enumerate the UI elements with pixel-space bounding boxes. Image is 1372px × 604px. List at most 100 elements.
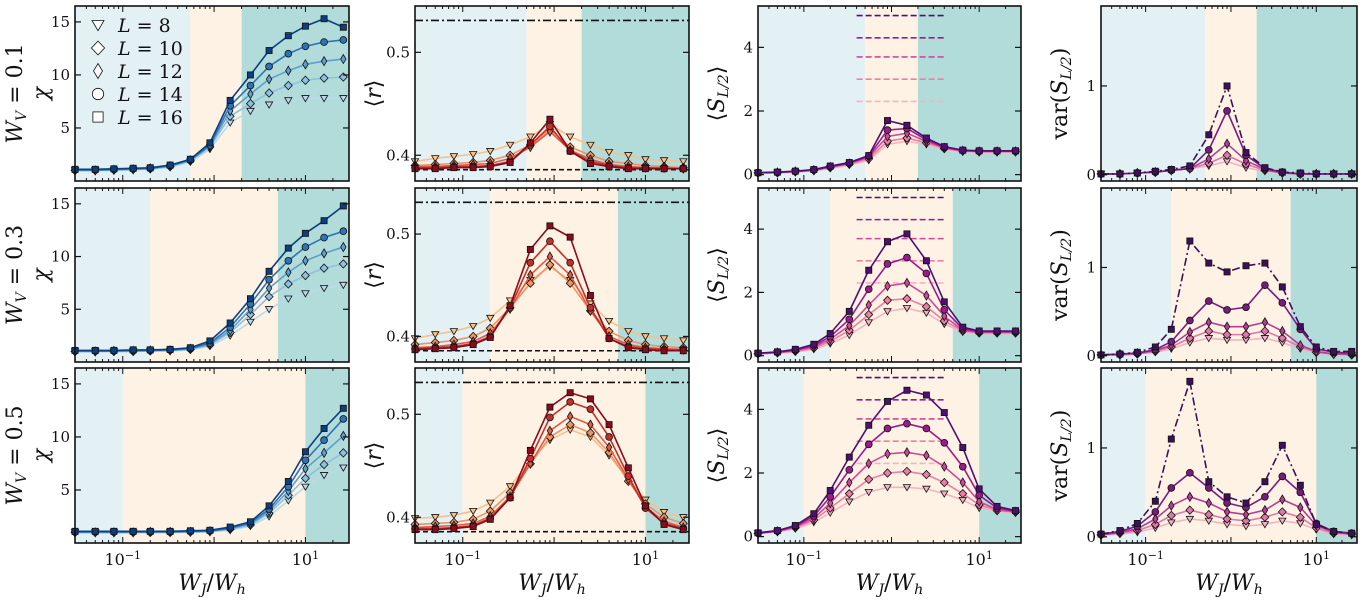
y-tick-label: 0 <box>743 347 753 365</box>
data-point <box>1261 281 1269 289</box>
data-point <box>340 430 347 442</box>
data-point <box>586 405 595 413</box>
data-point <box>1185 333 1195 343</box>
data-point <box>1204 146 1213 154</box>
data-point <box>921 301 931 312</box>
data-point <box>884 397 891 405</box>
data-point <box>941 461 948 472</box>
data-point <box>320 248 328 259</box>
data-point <box>339 415 348 423</box>
data-point <box>864 319 874 327</box>
data-point <box>659 157 669 165</box>
data-point <box>845 465 854 474</box>
x-tick-label: 101 <box>965 549 992 570</box>
legend-label: L = 10 <box>117 38 183 60</box>
data-point <box>959 146 967 154</box>
data-point <box>1204 297 1213 305</box>
legend-marker <box>91 87 105 101</box>
data-point <box>469 523 477 530</box>
region-right <box>617 188 689 362</box>
data-point <box>660 347 668 355</box>
data-point <box>586 395 594 403</box>
y-tick-label: 15 <box>51 195 70 213</box>
data-point <box>975 327 983 335</box>
legend-marker <box>91 20 105 32</box>
data-point <box>679 165 687 173</box>
data-point <box>1242 499 1250 507</box>
data-point <box>247 88 254 100</box>
data-point <box>903 230 911 238</box>
data-point <box>546 237 554 246</box>
data-point <box>320 436 328 444</box>
data-point <box>586 303 595 312</box>
y-tick-label: 5 <box>60 481 70 499</box>
data-point <box>845 453 853 461</box>
data-point <box>301 229 309 237</box>
data-point <box>865 299 872 311</box>
data-point <box>1261 316 1269 328</box>
y-tick-label: 0.5 <box>386 225 410 243</box>
panel-frame <box>757 187 1022 363</box>
region-right <box>581 6 689 181</box>
panel-chi_row3: 5 10 15 10−1 101 WJ/Wh χ <box>29 367 350 598</box>
data-point <box>810 166 818 174</box>
data-point <box>1223 138 1231 149</box>
region-right <box>1256 6 1357 181</box>
region-middle <box>526 6 582 181</box>
data-point <box>659 335 669 343</box>
data-point <box>1296 169 1304 177</box>
y-axis-label: χ <box>29 447 54 464</box>
data-point <box>958 462 967 471</box>
x-axis-label: WJ/Wh <box>856 571 924 598</box>
data-point <box>810 340 818 348</box>
region-left <box>758 188 831 362</box>
data-point <box>903 121 911 129</box>
data-point <box>903 419 911 428</box>
data-point <box>1223 499 1231 507</box>
data-point <box>469 341 477 349</box>
data-point <box>679 347 687 355</box>
y-tick-label: 1 <box>1086 77 1096 95</box>
data-point <box>226 96 234 104</box>
data-point <box>485 148 495 156</box>
data-point <box>91 527 99 535</box>
data-point <box>505 483 515 491</box>
data-point <box>320 447 328 459</box>
legend-label: L = 14 <box>117 84 183 106</box>
data-point <box>959 477 966 488</box>
y-tick-label: 0.4 <box>386 327 410 345</box>
data-point <box>339 202 347 210</box>
data-point <box>1186 377 1194 385</box>
data-point <box>284 97 293 105</box>
data-point <box>922 257 930 265</box>
data-point <box>624 464 632 472</box>
data-point <box>320 233 328 242</box>
data-point <box>1330 170 1338 178</box>
data-point <box>431 526 439 534</box>
data-point <box>485 499 495 508</box>
data-point <box>1186 316 1194 325</box>
data-point <box>1152 513 1159 525</box>
region-left <box>1101 188 1172 362</box>
data-point <box>1241 516 1251 526</box>
data-point <box>902 466 912 477</box>
panel-frame <box>1100 187 1358 363</box>
data-point <box>320 38 328 46</box>
data-point <box>959 323 967 331</box>
data-point <box>186 344 194 352</box>
data-point <box>605 441 613 453</box>
data-point <box>659 509 669 517</box>
data-point <box>679 337 688 345</box>
data-point <box>1277 507 1287 517</box>
data-point <box>339 23 347 31</box>
data-point <box>1223 321 1231 332</box>
data-point <box>546 251 554 262</box>
data-point <box>450 164 458 172</box>
y-tick-label: 2 <box>743 464 753 482</box>
data-point <box>110 527 118 535</box>
data-point <box>338 448 348 458</box>
region-middle <box>803 368 980 543</box>
data-point <box>660 521 668 528</box>
x-axis-label: WJ/Wh <box>1195 571 1263 598</box>
panel-var_row2: 0 1 var(SL/2) <box>1048 187 1358 365</box>
